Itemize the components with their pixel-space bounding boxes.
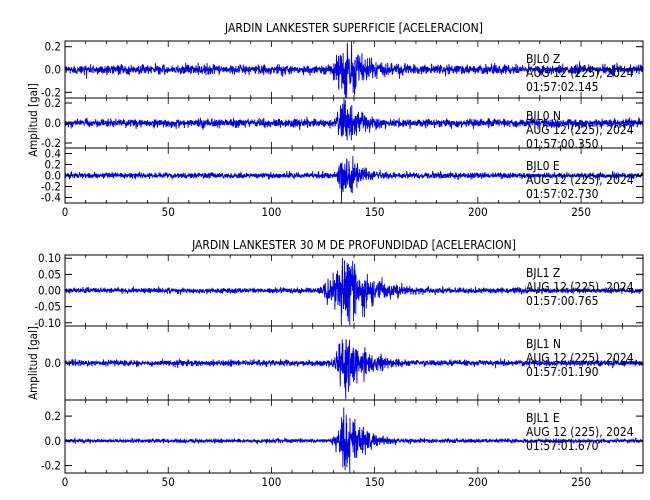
x-tick-label: 100 — [262, 475, 282, 489]
x-tick-label: 250 — [571, 205, 591, 219]
y-tick-label: 0.0 — [45, 356, 61, 370]
station-info-line: AUG 12 (225), 2024 — [526, 280, 634, 294]
waveform-trace — [64, 257, 644, 326]
panel-bjl1-e: 0.2 0.0 -0.2 BJL1 E AUG 12 (225), 2024 01:57:… — [41, 399, 644, 474]
y-tick-label: 0.4 — [45, 147, 61, 161]
y-tick-label: 0.00 — [38, 284, 61, 298]
y-tick-label: 0.2 — [45, 158, 61, 172]
station-info-line: 01:57:02.145 — [526, 80, 599, 94]
station-info-line: 01:57:00.350 — [526, 137, 599, 151]
x-tick-label: 150 — [365, 475, 385, 489]
x-tick-label: 0 — [62, 205, 69, 219]
x-tick-label: 200 — [468, 205, 488, 219]
chart-2: JARDIN LANKESTER 30 M DE PROFUNDIDAD [AC… — [26, 238, 644, 489]
station-info: BJL1 Z AUG 12 (225), 2024 01:57:00.765 — [526, 266, 634, 308]
station-info: BJL1 E AUG 12 (225), 2024 01:57:01.670 — [526, 411, 634, 453]
y-tick-label: 0.0 — [45, 63, 61, 77]
panel-bjl0-n: 0.2 0.0 -0.2 BJL0 N AUG 12 (225), 2024 01:57:… — [41, 96, 644, 151]
y-tick-label: 0.0 — [45, 169, 61, 183]
x-tick-label: 50 — [162, 475, 175, 489]
x-tick-label: 0 — [62, 475, 69, 489]
chart-title: JARDIN LANKESTER SUPERFICIE [ACELERACION… — [224, 21, 483, 35]
y-tick-label: -0.2 — [41, 136, 61, 150]
y-tick-label: 0.0 — [45, 116, 61, 130]
panel-bjl1-n: 0.0 BJL1 N AUG 12 (225), 2024 01:57:01.190 — [45, 325, 644, 401]
waveform-trace — [64, 407, 644, 473]
x-tick-label: 250 — [571, 475, 591, 489]
x-tick-label: 100 — [262, 205, 282, 219]
chart-title: JARDIN LANKESTER 30 M DE PROFUNDIDAD [AC… — [191, 238, 516, 252]
y-tick-label: 0.10 — [38, 251, 61, 265]
waveform-trace — [64, 339, 644, 400]
y-tick-label: -0.2 — [41, 180, 61, 194]
chart-1: JARDIN LANKESTER SUPERFICIE [ACELERACION… — [26, 21, 644, 219]
station-info: BJL0 N AUG 12 (225), 2024 01:57:00.350 — [526, 109, 634, 151]
station-info: BJL0 Z AUG 12 (225), 2024 01:57:02.145 — [526, 52, 634, 94]
station-info-line: BJL1 Z — [526, 266, 560, 280]
y-tick-label: -0.05 — [34, 300, 61, 314]
station-info-line: BJL0 N — [526, 109, 561, 123]
y-tick-label: 0.2 — [45, 409, 61, 423]
panel-bjl1-z: 0.10 0.05 0.00 -0.05 -0.10 BJL1 Z AUG 12 (225)… — [34, 251, 644, 330]
station-info-line: AUG 12 (225), 2024 — [526, 425, 634, 439]
station-info-line: BJL1 N — [526, 337, 561, 351]
waveform-trace — [64, 41, 644, 98]
y-tick-label: 0.2 — [45, 96, 61, 110]
x-tick-label: 50 — [162, 205, 175, 219]
station-info-line: 01:57:02.730 — [526, 187, 599, 201]
x-tick-label: 200 — [468, 475, 488, 489]
station-info-line: BJL0 E — [526, 159, 560, 173]
x-tick-label: 150 — [365, 205, 385, 219]
station-info-line: BJL0 Z — [526, 52, 560, 66]
y-tick-label: -0.2 — [41, 85, 61, 99]
y-tick-label: -0.4 — [41, 191, 61, 205]
y-tick-label: -0.2 — [41, 459, 61, 473]
station-info-line: BJL1 E — [526, 411, 560, 425]
station-info-line: AUG 12 (225), 2024 — [526, 173, 634, 187]
station-info-line: AUG 12 (225), 2024 — [526, 66, 634, 80]
y-tick-label: 0.05 — [38, 267, 61, 281]
waveform-trace — [64, 155, 644, 203]
station-info: BJL0 E AUG 12 (225), 2024 01:57:02.730 — [526, 159, 634, 201]
waveform-trace — [64, 98, 644, 141]
station-info-line: 01:57:00.765 — [526, 294, 599, 308]
y-tick-label: -0.10 — [34, 316, 61, 330]
y-tick-label: 0.2 — [45, 40, 61, 54]
y-tick-label: 0.0 — [45, 434, 61, 448]
panel-bjl0-e: 0.40.20.0-0.2-0.4 BJL0 E AUG 12 (225), 202… — [41, 147, 644, 205]
station-info-line: 01:57:01.670 — [526, 439, 599, 453]
station-info-line: AUG 12 (225), 2024 — [526, 123, 634, 137]
y-axis-label: Amplitud [gal] — [26, 83, 40, 157]
y-axis-label: Amplitud [gal] — [26, 326, 40, 400]
station-info-line: AUG 12 (225), 2024 — [526, 351, 634, 365]
station-info-line: 01:57:01.190 — [526, 365, 599, 379]
panel-bjl0-z: 0.2 0.0 -0.2 BJL0 Z AUG 12 (225), 2024 01:57:… — [41, 40, 644, 99]
station-info: BJL1 N AUG 12 (225), 2024 01:57:01.190 — [526, 337, 634, 379]
